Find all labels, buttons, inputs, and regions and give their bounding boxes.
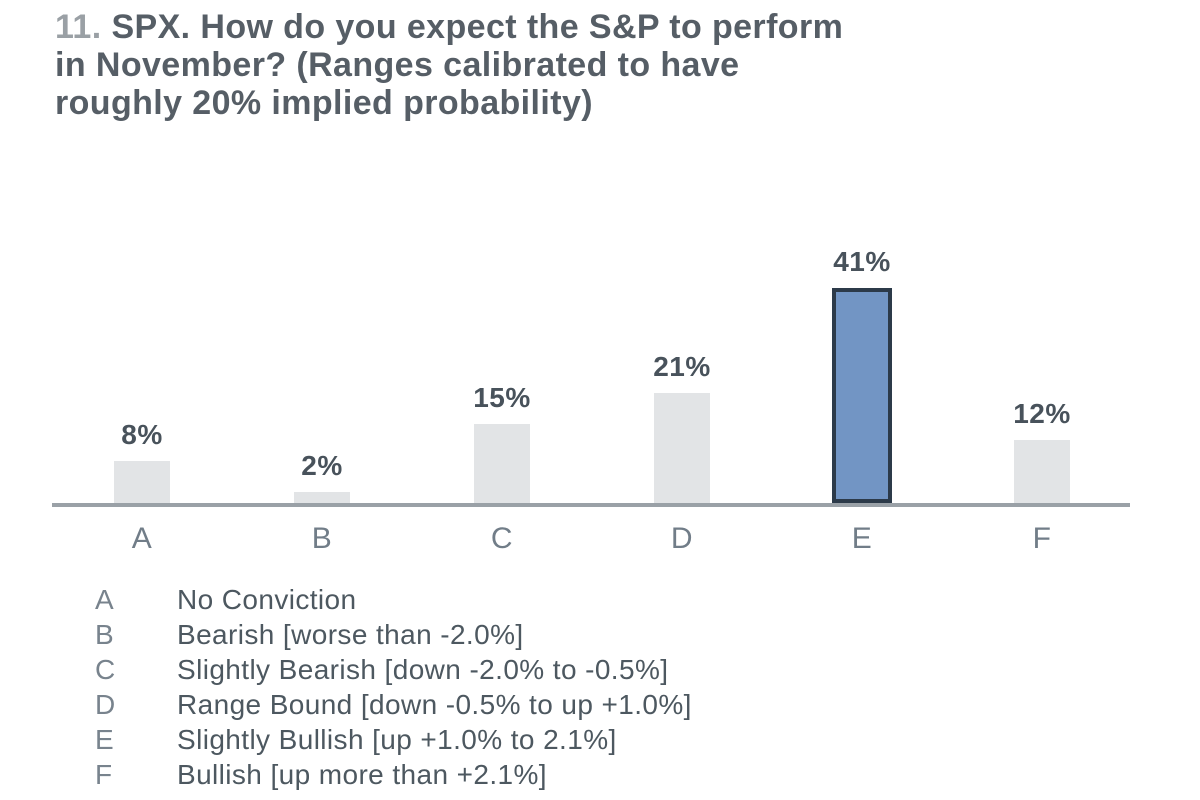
bar-value-label-E: 41% xyxy=(833,246,891,277)
legend-label: Slightly Bullish [up +1.0% to 2.1%] xyxy=(177,723,617,755)
bar-E xyxy=(832,288,892,503)
bar-B xyxy=(294,492,350,503)
legend-row: D Range Bound [down -0.5% to up +1.0%] xyxy=(95,687,692,722)
category-label-A: A xyxy=(131,522,153,555)
question-title-line2: in November? (Ranges calibrated to have xyxy=(55,46,740,84)
legend-label: No Conviction xyxy=(177,583,357,615)
chart-plot-area: 8% 2% 15% 21% 41% 12% xyxy=(52,240,1132,503)
question-title-line3: roughly 20% implied probability) xyxy=(55,84,593,122)
legend-label: Range Bound [down -0.5% to up +1.0%] xyxy=(177,688,692,720)
legend-label: Slightly Bearish [down -2.0% to -0.5%] xyxy=(177,653,669,685)
bar-A xyxy=(114,461,170,503)
legend-key: A xyxy=(95,583,115,615)
x-axis-line xyxy=(52,503,1130,507)
x-axis-labels: A B C D E F xyxy=(52,522,1132,556)
bar-value-label-C: 15% xyxy=(473,382,531,413)
bar-value-label-D: 21% xyxy=(653,351,711,382)
bar-chart: 8% 2% 15% 21% 41% 12% A B C D E F xyxy=(52,240,1132,556)
legend-row: F Bullish [up more than +2.1%] xyxy=(95,757,692,792)
category-label-E: E xyxy=(851,522,873,555)
bar-column-B: 2% xyxy=(232,450,412,503)
bar-D xyxy=(654,393,710,503)
legend-row: B Bearish [worse than -2.0%] xyxy=(95,617,692,652)
legend-key: B xyxy=(95,618,115,650)
legend-row: A No Conviction xyxy=(95,582,692,617)
legend-row: C Slightly Bearish [down -2.0% to -0.5%] xyxy=(95,652,692,687)
question-title-line1: SPX. How do you expect the S&P to perfor… xyxy=(101,8,844,46)
category-label-F: F xyxy=(1032,522,1052,555)
legend-key: E xyxy=(95,723,115,755)
legend-key: D xyxy=(95,688,116,720)
answer-key-legend: A No Conviction B Bearish [worse than -2… xyxy=(95,582,692,792)
question-title: 11. SPX. How do you expect the S&P to pe… xyxy=(55,8,1165,122)
question-number: 11. xyxy=(55,8,102,46)
bar-column-E: 41% xyxy=(772,246,952,503)
bar-column-F: 12% xyxy=(952,398,1132,503)
category-label-D: D xyxy=(670,522,694,555)
legend-label: Bullish [up more than +2.1%] xyxy=(177,758,547,790)
bar-column-C: 15% xyxy=(412,382,592,503)
category-label-C: C xyxy=(490,522,514,555)
bar-value-label-B: 2% xyxy=(301,450,343,481)
bar-F xyxy=(1014,440,1070,503)
category-label-B: B xyxy=(311,522,333,555)
legend-label: Bearish [worse than -2.0%] xyxy=(177,618,524,650)
legend-key: C xyxy=(95,653,116,685)
bar-column-D: 21% xyxy=(592,351,772,503)
bar-value-label-A: 8% xyxy=(121,419,163,450)
legend-key: F xyxy=(95,758,113,790)
bar-value-label-F: 12% xyxy=(1013,398,1071,429)
legend-row: E Slightly Bullish [up +1.0% to 2.1%] xyxy=(95,722,692,757)
bar-C xyxy=(474,424,530,503)
bar-column-A: 8% xyxy=(52,419,232,503)
